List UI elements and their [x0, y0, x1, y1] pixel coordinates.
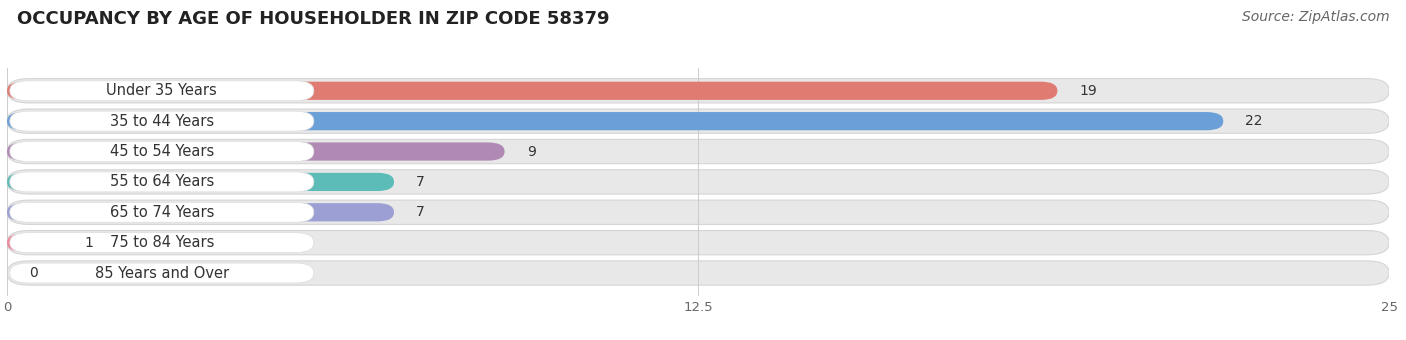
Text: 0: 0: [30, 266, 38, 280]
FancyBboxPatch shape: [7, 79, 1389, 103]
FancyBboxPatch shape: [7, 112, 1223, 130]
Text: 35 to 44 Years: 35 to 44 Years: [110, 114, 214, 129]
Text: 65 to 74 Years: 65 to 74 Years: [110, 205, 214, 220]
Text: Under 35 Years: Under 35 Years: [107, 83, 217, 98]
FancyBboxPatch shape: [7, 139, 1389, 164]
FancyBboxPatch shape: [7, 173, 394, 191]
Text: 9: 9: [527, 144, 536, 158]
FancyBboxPatch shape: [7, 234, 62, 252]
Text: 85 Years and Over: 85 Years and Over: [94, 266, 229, 280]
FancyBboxPatch shape: [10, 141, 314, 162]
Text: 1: 1: [84, 236, 93, 250]
FancyBboxPatch shape: [10, 172, 314, 192]
FancyBboxPatch shape: [10, 111, 314, 131]
FancyBboxPatch shape: [7, 142, 505, 160]
FancyBboxPatch shape: [7, 170, 1389, 194]
FancyBboxPatch shape: [7, 261, 1389, 285]
Text: Source: ZipAtlas.com: Source: ZipAtlas.com: [1241, 10, 1389, 24]
Text: 7: 7: [416, 205, 425, 219]
FancyBboxPatch shape: [10, 81, 314, 101]
FancyBboxPatch shape: [7, 200, 1389, 224]
Text: 55 to 64 Years: 55 to 64 Years: [110, 174, 214, 189]
Text: 45 to 54 Years: 45 to 54 Years: [110, 144, 214, 159]
Text: 22: 22: [1246, 114, 1263, 128]
FancyBboxPatch shape: [10, 233, 314, 253]
Text: 19: 19: [1080, 84, 1097, 98]
FancyBboxPatch shape: [7, 203, 394, 221]
Text: 7: 7: [416, 175, 425, 189]
Text: 75 to 84 Years: 75 to 84 Years: [110, 235, 214, 250]
Text: OCCUPANCY BY AGE OF HOUSEHOLDER IN ZIP CODE 58379: OCCUPANCY BY AGE OF HOUSEHOLDER IN ZIP C…: [17, 10, 609, 28]
FancyBboxPatch shape: [10, 202, 314, 222]
FancyBboxPatch shape: [7, 231, 1389, 255]
FancyBboxPatch shape: [10, 263, 314, 283]
FancyBboxPatch shape: [7, 109, 1389, 133]
FancyBboxPatch shape: [7, 82, 1057, 100]
